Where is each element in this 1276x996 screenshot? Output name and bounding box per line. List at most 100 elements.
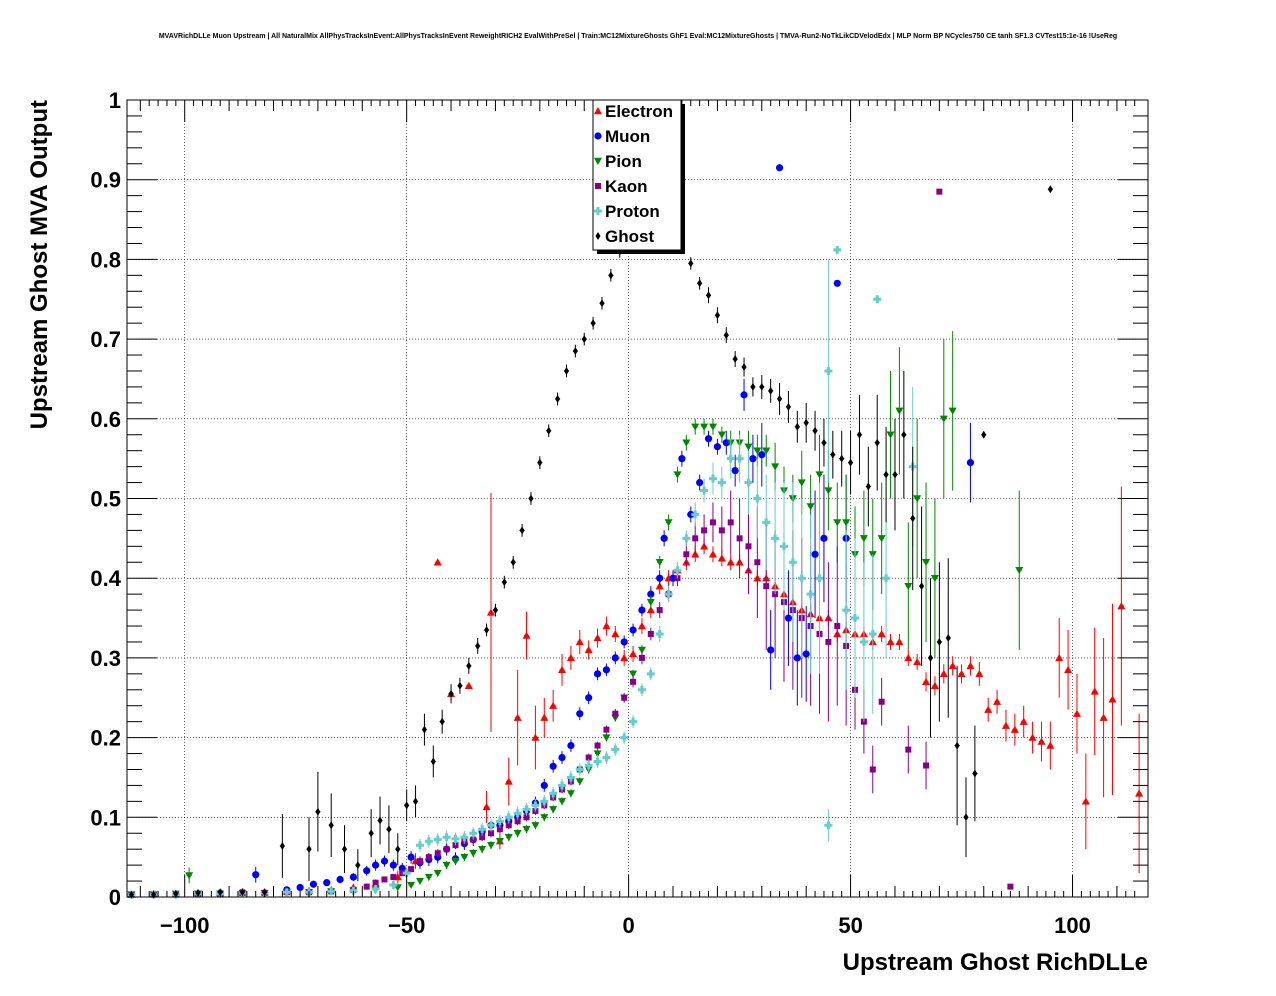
y-tick-label: 0.2: [90, 726, 121, 751]
data-point: [806, 503, 815, 511]
data-point: [936, 188, 943, 195]
data-point: [540, 781, 548, 790]
data-point: [1047, 185, 1053, 194]
series-ghost: [128, 185, 1053, 899]
data-point: [399, 870, 406, 877]
data-point: [753, 494, 762, 503]
series-electron: [127, 486, 1144, 898]
data-point: [442, 861, 451, 870]
data-point: [726, 558, 735, 566]
data-point: [732, 355, 738, 364]
data-point: [620, 733, 629, 742]
data-point: [492, 606, 498, 615]
data-point: [750, 382, 756, 391]
data-point: [966, 661, 975, 670]
data-point: [433, 835, 442, 844]
data-point: [336, 875, 344, 884]
data-point: [404, 801, 410, 810]
data-point: [741, 362, 747, 371]
data-point: [709, 519, 716, 526]
data-point: [460, 853, 469, 862]
data-point: [514, 818, 521, 825]
y-tick-label: 0.4: [90, 566, 121, 591]
data-point: [797, 479, 806, 487]
data-point: [469, 829, 478, 838]
data-point: [727, 519, 734, 526]
data-point: [549, 701, 558, 709]
data-point: [771, 534, 780, 543]
data-point: [697, 279, 703, 288]
data-point: [655, 629, 664, 638]
data-point: [824, 487, 833, 495]
x-tick-label: 100: [1054, 913, 1091, 938]
legend: Electron Muon Pion Kaon Proton Ghost: [592, 99, 685, 254]
data-point: [380, 857, 389, 865]
legend-marker: [595, 183, 601, 189]
data-point: [923, 762, 930, 769]
data-point: [1135, 789, 1144, 797]
data-point: [593, 757, 602, 766]
series-layer: [127, 164, 1144, 899]
legend-marker: [594, 132, 602, 140]
data-point: [566, 773, 575, 782]
data-point: [637, 622, 646, 630]
data-point: [576, 710, 584, 718]
data-point: [833, 245, 842, 254]
data-point: [434, 850, 441, 857]
data-point: [593, 633, 602, 642]
data-point: [504, 777, 513, 785]
data-point: [833, 519, 842, 527]
data-point: [1055, 653, 1064, 662]
data-point: [620, 638, 628, 646]
data-point: [656, 607, 663, 614]
legend-entry: Electron: [605, 102, 673, 121]
data-point: [611, 629, 620, 638]
data-point: [785, 402, 791, 411]
data-point: [806, 590, 815, 599]
data-point: [377, 816, 383, 825]
data-point: [824, 366, 833, 375]
data-point: [407, 881, 416, 890]
data-point: [1019, 717, 1028, 725]
data-point: [581, 335, 587, 344]
y-tick-label: 0.9: [90, 168, 121, 193]
data-point: [629, 670, 638, 678]
data-point: [368, 829, 374, 838]
data-point: [930, 575, 939, 583]
data-point: [904, 653, 913, 662]
data-point: [735, 454, 744, 463]
data-point: [682, 439, 691, 447]
data-point: [882, 574, 891, 583]
data-point: [371, 861, 380, 869]
data-point: [660, 534, 668, 542]
data-point: [612, 710, 619, 717]
data-point: [647, 630, 654, 637]
data-point: [487, 821, 496, 830]
data-point: [706, 291, 712, 300]
data-point: [874, 438, 880, 447]
data-point: [513, 809, 522, 818]
data-point: [1010, 725, 1019, 733]
data-point: [1090, 687, 1099, 695]
data-point: [415, 841, 424, 850]
data-point: [948, 661, 957, 670]
data-point: [585, 694, 593, 702]
data-point: [421, 725, 427, 734]
data-point: [859, 535, 868, 543]
data-point: [1028, 733, 1037, 741]
data-point: [510, 558, 516, 567]
data-point: [451, 857, 460, 866]
data-point: [549, 789, 558, 798]
data-point: [602, 622, 611, 630]
data-point: [779, 542, 788, 551]
data-point: [602, 666, 611, 674]
y-tick-label: 0.6: [90, 407, 121, 432]
data-point: [936, 637, 942, 646]
page-title: MVAVRichDLLe Muon Upstream | All Natural…: [158, 33, 1118, 40]
data-point: [594, 742, 601, 749]
data-point: [620, 653, 629, 662]
data-point: [363, 867, 371, 875]
data-point: [945, 633, 951, 642]
series-proton: [127, 245, 917, 899]
data-point: [395, 845, 401, 854]
